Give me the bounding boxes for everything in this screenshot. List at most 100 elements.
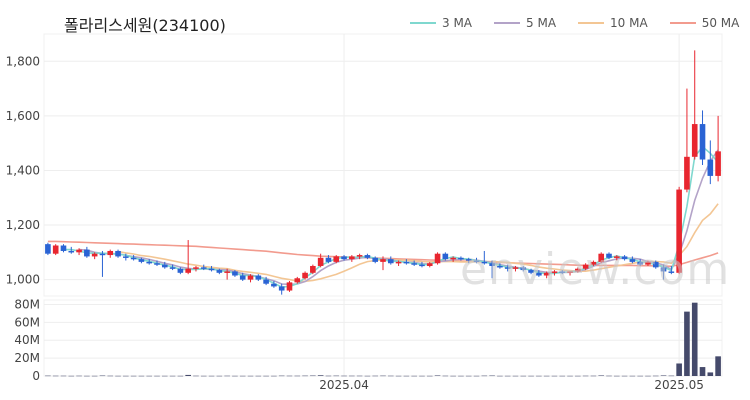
candle (543, 271, 550, 279)
volume-bar (247, 375, 254, 377)
candle (426, 261, 433, 268)
candle (465, 257, 472, 264)
candle (263, 276, 269, 286)
candle (606, 252, 612, 260)
candle (302, 271, 308, 280)
candle (637, 259, 643, 266)
candle (629, 256, 636, 264)
candle-body (699, 124, 706, 160)
candle (271, 280, 277, 288)
candle-body (208, 268, 215, 271)
candle-body (497, 265, 503, 268)
volume-bar (504, 375, 511, 377)
candle-body (450, 257, 456, 260)
volume-bar (185, 374, 191, 376)
candle (200, 264, 207, 271)
volume-bar (356, 375, 363, 377)
candle (691, 50, 698, 160)
candle (115, 249, 121, 258)
volume-bar (528, 375, 534, 377)
volume-bar (216, 375, 223, 377)
candle (294, 276, 301, 284)
volume-bar (512, 375, 519, 377)
candle (442, 252, 449, 261)
volume-panel (43, 299, 723, 377)
candle (559, 270, 566, 275)
volume-bar (699, 367, 706, 376)
price-tick-label: 1,000 (6, 273, 40, 287)
candle-body (364, 255, 371, 258)
candle (504, 264, 511, 272)
candle-body (255, 275, 262, 280)
candle (154, 260, 160, 266)
volume-bar (317, 375, 324, 376)
candle-body (652, 261, 659, 268)
candle (497, 263, 503, 269)
legend-item-ma50[interactable]: 50 MA (669, 16, 740, 30)
candle-body (442, 253, 449, 260)
volume-bar (138, 375, 145, 377)
volume-bar (224, 375, 230, 377)
volume-tick-label: 0 (32, 369, 40, 383)
ma10-line (117, 203, 719, 283)
candle-body (426, 263, 433, 266)
candle (520, 265, 527, 272)
candle-body (684, 156, 690, 190)
candle-body (372, 257, 379, 262)
legend-label-ma50: 50 MA (701, 16, 740, 30)
candle (161, 261, 168, 269)
candle (598, 252, 605, 264)
candle-body (660, 267, 667, 272)
volume-bar (450, 375, 456, 377)
volume-bar (302, 375, 308, 377)
volume-bar (442, 375, 449, 377)
candle-body (715, 151, 721, 176)
legend: 3 MA 5 MA 10 MA 50 MA (410, 16, 750, 30)
candle-body (512, 267, 519, 269)
volume-bar (676, 363, 682, 376)
volume-bar (107, 375, 114, 377)
candle-body (84, 249, 90, 257)
volume-bar (637, 375, 643, 377)
candle (169, 264, 176, 271)
candle-body (567, 271, 573, 273)
volume-bar (575, 375, 581, 377)
candle-body (434, 253, 441, 264)
candle-body (536, 272, 542, 276)
x-tick-label: 2025.05 (654, 378, 704, 392)
candle (247, 274, 254, 283)
candle-body (543, 272, 550, 276)
volume-bar (567, 375, 573, 377)
volume-bar (208, 375, 215, 377)
candle-body (575, 268, 581, 272)
volume-bar (200, 375, 207, 377)
candle (668, 265, 675, 275)
candle-body (668, 271, 675, 273)
volume-bar (154, 375, 160, 377)
legend-item-ma3[interactable]: 3 MA (410, 16, 472, 30)
volume-bar (91, 375, 98, 377)
price-tick-label: 1,200 (6, 218, 40, 232)
legend-swatch-ma10 (578, 22, 605, 24)
candle-body (271, 283, 277, 287)
candle (434, 252, 441, 265)
volume-bar (341, 375, 347, 377)
candle-body (185, 268, 191, 273)
candle-body (419, 264, 425, 267)
volume-bar (325, 375, 332, 377)
candle (239, 272, 246, 281)
volume-bar (169, 375, 176, 377)
legend-item-ma5[interactable]: 5 MA (494, 16, 556, 30)
volume-bar (621, 375, 628, 377)
volume-bar (684, 311, 690, 376)
volume-bar (130, 375, 137, 377)
candle-body (606, 253, 612, 258)
candle (590, 260, 597, 266)
volume-bar (629, 375, 636, 377)
candle (91, 252, 98, 260)
volume-bar (232, 375, 238, 377)
volume-bar (286, 375, 293, 377)
candle-body (146, 261, 153, 264)
legend-item-ma10[interactable]: 10 MA (578, 16, 648, 30)
